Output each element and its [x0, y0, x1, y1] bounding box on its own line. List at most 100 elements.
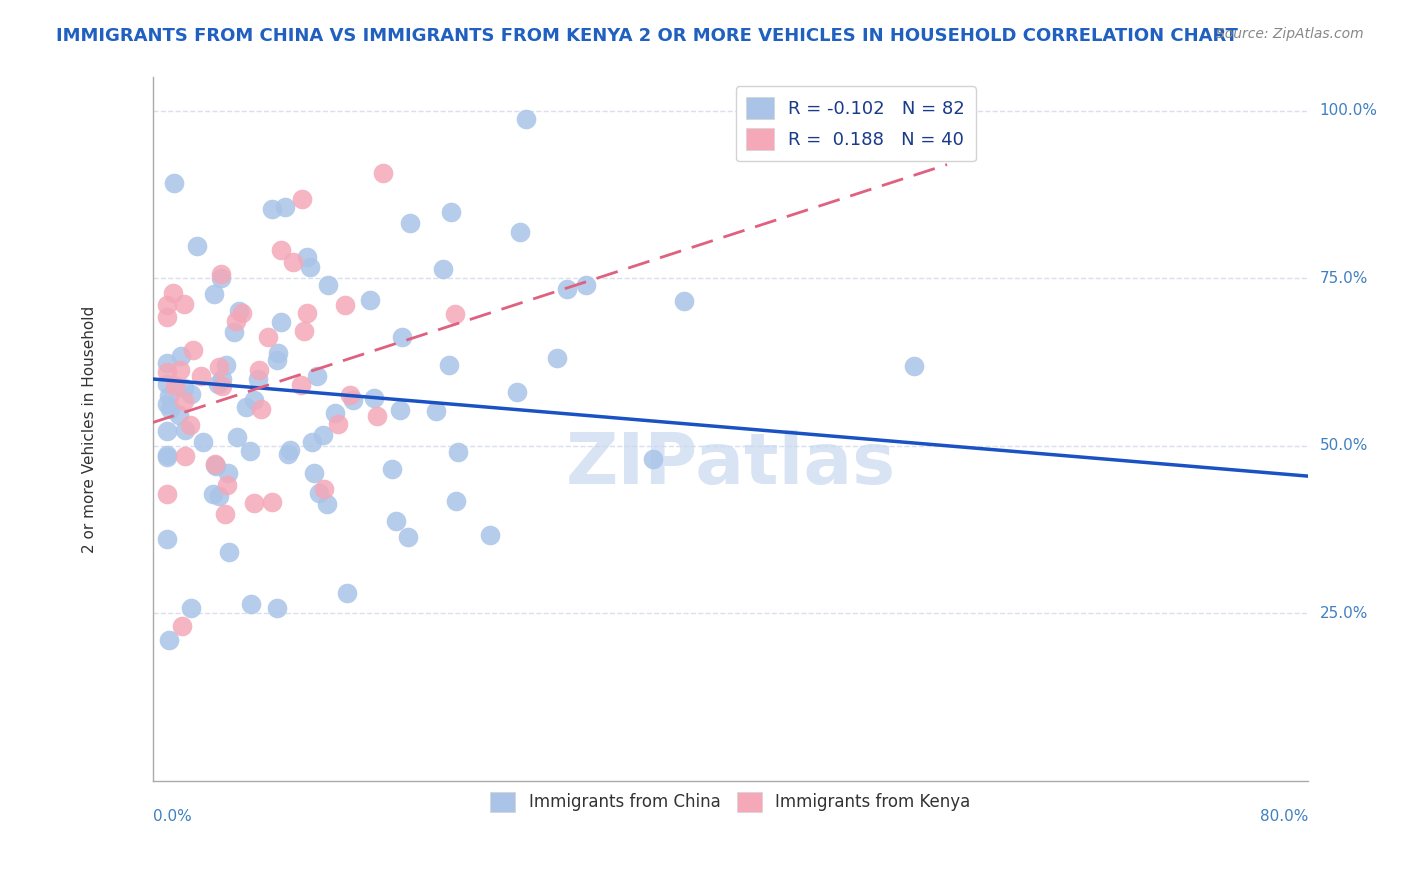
Point — [277, 447, 299, 461]
Point — [156, 448, 179, 462]
Point — [163, 176, 186, 190]
Point — [557, 281, 579, 295]
Point — [425, 404, 447, 418]
Point — [247, 372, 270, 386]
Point — [163, 379, 186, 393]
Point — [440, 205, 463, 219]
Point — [156, 424, 179, 438]
Point — [242, 392, 264, 407]
Point — [250, 401, 273, 416]
Point — [290, 378, 312, 392]
Point — [156, 397, 179, 411]
Point — [326, 417, 349, 431]
Text: 0.0%: 0.0% — [153, 809, 191, 824]
Point — [180, 601, 202, 615]
Point — [262, 202, 284, 216]
Point — [673, 293, 696, 308]
Point — [256, 329, 278, 343]
Point — [162, 286, 184, 301]
Point — [157, 632, 180, 647]
Point — [260, 495, 283, 509]
Point — [903, 359, 925, 374]
Point — [575, 277, 598, 292]
Text: 2 or more Vehicles in Household: 2 or more Vehicles in Household — [82, 306, 97, 553]
Point — [225, 314, 247, 328]
Point — [156, 450, 179, 465]
Point — [1326, 103, 1348, 118]
Point — [228, 304, 250, 318]
Point — [283, 254, 305, 268]
Point — [173, 393, 195, 408]
Point — [222, 325, 245, 339]
Point — [270, 244, 292, 258]
Point — [240, 597, 263, 611]
Point — [302, 466, 325, 480]
Legend: Immigrants from China, Immigrants from Kenya: Immigrants from China, Immigrants from K… — [481, 781, 980, 822]
Point — [242, 496, 264, 510]
Point — [159, 401, 181, 416]
Text: IMMIGRANTS FROM CHINA VS IMMIGRANTS FROM KENYA 2 OR MORE VEHICLES IN HOUSEHOLD C: IMMIGRANTS FROM CHINA VS IMMIGRANTS FROM… — [56, 27, 1239, 45]
Text: 75.0%: 75.0% — [1320, 271, 1368, 286]
Point — [202, 287, 225, 301]
Point — [399, 216, 422, 230]
Point — [292, 325, 315, 339]
Point — [437, 358, 460, 372]
Point — [218, 545, 240, 559]
Text: ZIPatlas: ZIPatlas — [565, 430, 896, 499]
Point — [315, 498, 337, 512]
Point — [170, 350, 193, 364]
Point — [447, 445, 470, 459]
Point — [297, 250, 319, 264]
Point — [389, 402, 412, 417]
Point — [181, 343, 204, 357]
Point — [506, 384, 529, 399]
Point — [339, 388, 361, 402]
Point — [191, 435, 214, 450]
Point — [266, 345, 288, 359]
Point — [225, 430, 247, 444]
Point — [215, 478, 238, 492]
Point — [156, 487, 179, 501]
Text: 100.0%: 100.0% — [1320, 103, 1378, 119]
Point — [396, 531, 419, 545]
Point — [366, 409, 388, 423]
Point — [180, 387, 202, 401]
Point — [207, 376, 229, 391]
Point — [373, 166, 395, 180]
Point — [385, 514, 408, 528]
Point — [186, 238, 208, 252]
Point — [444, 494, 467, 508]
Point — [278, 442, 301, 457]
Text: Source: ZipAtlas.com: Source: ZipAtlas.com — [1216, 27, 1364, 41]
Point — [204, 458, 226, 473]
Point — [201, 487, 224, 501]
Point — [156, 356, 179, 370]
Point — [239, 444, 262, 458]
Point — [235, 400, 257, 414]
Text: 25.0%: 25.0% — [1320, 606, 1368, 621]
Text: 80.0%: 80.0% — [1260, 809, 1308, 824]
Point — [190, 369, 212, 384]
Point — [308, 486, 330, 500]
Point — [270, 315, 292, 329]
Point — [381, 462, 404, 476]
Point — [295, 306, 318, 320]
Point — [266, 353, 288, 368]
Point — [205, 459, 228, 474]
Point — [312, 483, 335, 497]
Point — [231, 306, 253, 320]
Point — [172, 619, 194, 633]
Point — [515, 112, 537, 126]
Point — [432, 261, 454, 276]
Point — [342, 392, 364, 407]
Point — [266, 601, 288, 615]
Point — [173, 423, 195, 437]
Point — [323, 406, 346, 420]
Point — [169, 363, 191, 377]
Point — [274, 200, 297, 214]
Point — [299, 260, 322, 275]
Point — [156, 532, 179, 546]
Point — [211, 379, 233, 393]
Point — [211, 372, 233, 386]
Point — [214, 507, 236, 521]
